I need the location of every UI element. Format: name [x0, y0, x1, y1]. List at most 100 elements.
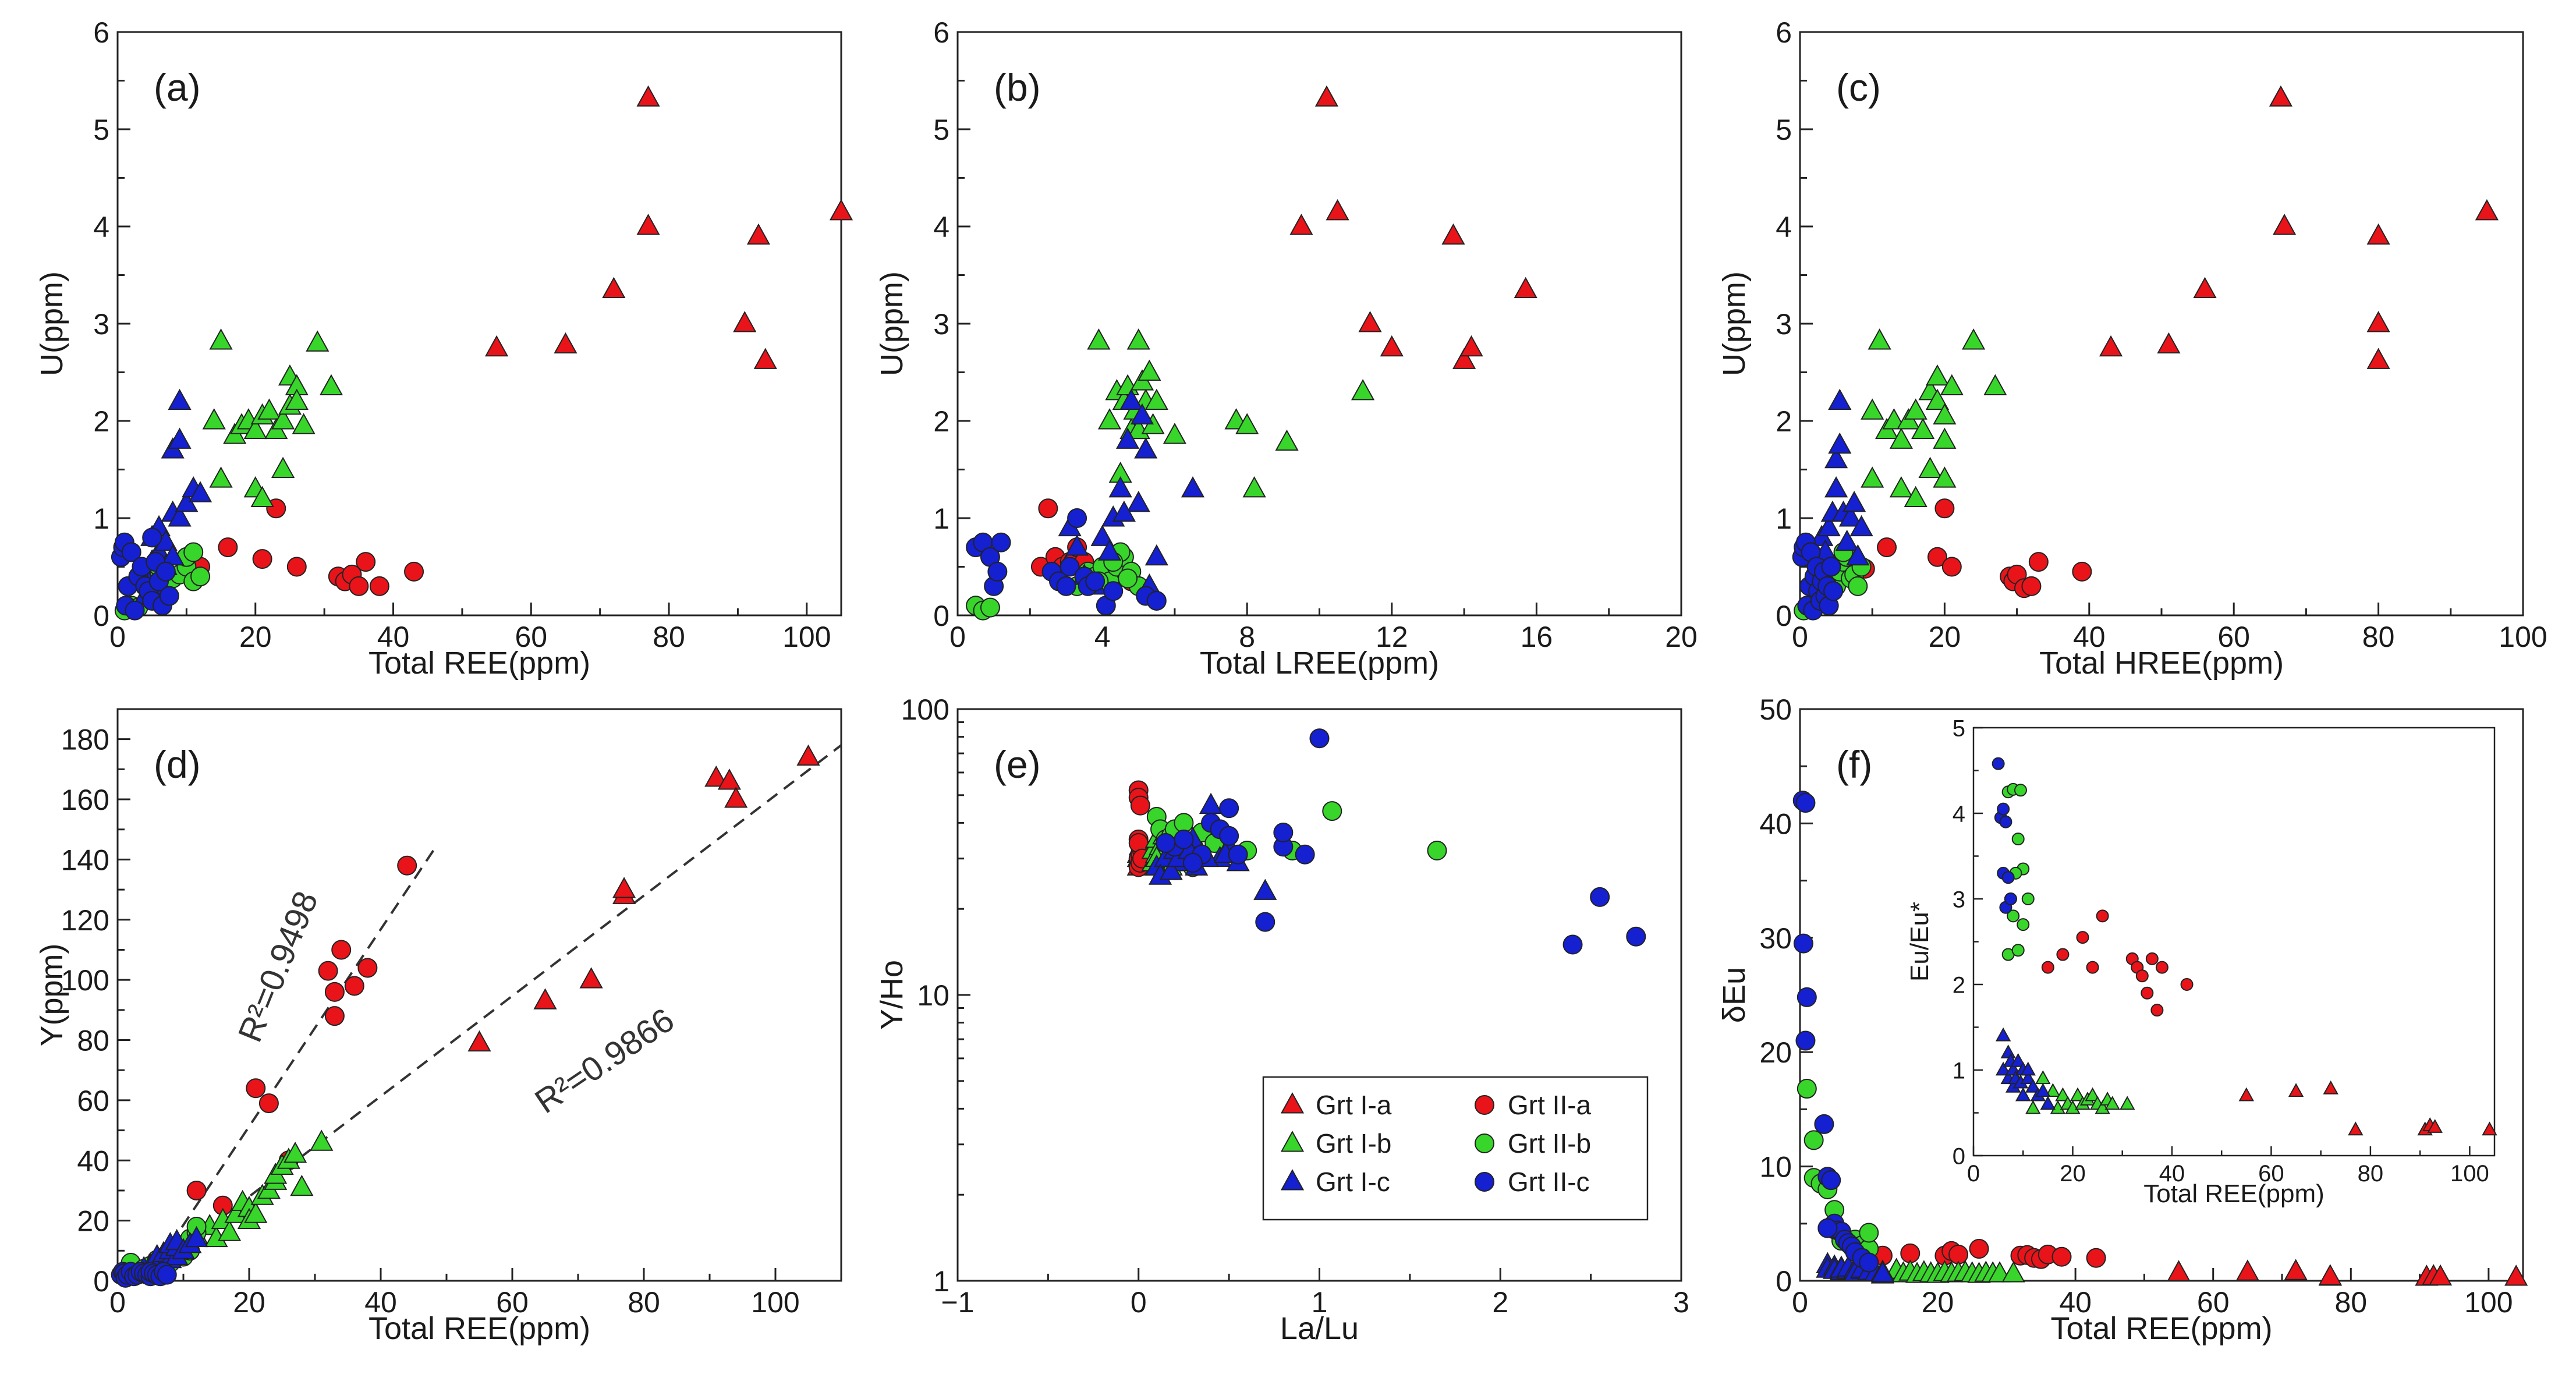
data-point: [2150, 1004, 2164, 1017]
legend-box: [1262, 1076, 1649, 1221]
data-point: [1817, 515, 1841, 537]
series-II-c: [1792, 532, 1844, 621]
panel-label: (e): [994, 743, 1041, 786]
data-point: [121, 542, 141, 562]
data-point: [1828, 388, 1852, 410]
legend-label: Grt II-c: [1508, 1167, 1590, 1197]
y-tick-label: 20: [77, 1205, 109, 1238]
data-point: [2011, 833, 2025, 846]
data-point: [1427, 840, 1447, 860]
data-point: [1112, 500, 1136, 522]
data-point: [1590, 887, 1610, 907]
data-point: [2028, 552, 2049, 572]
x-tick-label: 40: [2159, 1161, 2185, 1186]
data-point: [1116, 427, 1140, 449]
data-point: [202, 408, 226, 430]
data-point: [1835, 529, 1859, 551]
data-point: [290, 1174, 314, 1196]
x-tick-label: 20: [1929, 621, 1961, 653]
x-axis-label: Total REE(ppm): [368, 646, 590, 681]
data-point: [2020, 1070, 2036, 1085]
data-point: [2366, 348, 2390, 369]
data-point: [1626, 926, 1646, 947]
y-tick-label: 0: [933, 600, 949, 632]
data-point: [2017, 918, 2030, 931]
data-point: [310, 1129, 334, 1151]
data-point: [1797, 987, 1817, 1007]
x-tick-label: 60: [496, 1286, 529, 1319]
data-point: [1163, 423, 1186, 444]
series-II-c: [111, 1262, 177, 1288]
data-point: [2167, 1260, 2191, 1281]
data-point: [1056, 576, 1076, 596]
data-point: [1997, 802, 2010, 816]
data-point: [991, 532, 1011, 552]
x-tick-label: 0: [109, 1286, 126, 1319]
data-point: [1821, 557, 1841, 577]
series-I-b: [202, 328, 343, 508]
x-tick-label: 60: [2217, 621, 2250, 653]
x-tick-label: 0: [1131, 1286, 1147, 1319]
data-point: [1925, 388, 1950, 410]
y-tick-label: 1: [1776, 502, 1792, 535]
data-point: [987, 561, 1008, 582]
data-point: [324, 982, 345, 1002]
x-tick-label: 0: [1792, 621, 1808, 653]
data-point: [168, 388, 192, 410]
x-tick-label: 60: [2258, 1161, 2284, 1186]
y-tick-label: 0: [93, 600, 109, 632]
data-point: [467, 1030, 491, 1052]
legend-label: Grt II-a: [1508, 1090, 1592, 1120]
data-point: [1933, 403, 1957, 425]
data-point: [533, 988, 557, 1009]
data-point: [183, 542, 204, 562]
x-tick-label: 1: [1312, 1286, 1328, 1319]
series-I-b: [1087, 328, 1375, 498]
trend-line: [150, 744, 842, 1273]
data-point: [2366, 223, 2390, 245]
data-point: [1126, 491, 1150, 512]
data-point: [1219, 826, 1239, 846]
data-point: [2141, 986, 2154, 1000]
data-point: [1911, 417, 1935, 440]
data-point: [2120, 1096, 2135, 1110]
panel-label: (a): [154, 66, 201, 109]
data-point: [2104, 1096, 2120, 1110]
data-point: [142, 527, 162, 548]
x-tick-label: 4: [1094, 621, 1111, 653]
series-II-c: [1156, 728, 1646, 955]
x-axis-label: Total REE(ppm): [2143, 1179, 2325, 1208]
data-point: [2025, 1100, 2041, 1114]
y-tick-label: 30: [1759, 922, 1792, 955]
x-tick-label: 8: [1239, 621, 1255, 653]
x-axis-label: La/Lu: [1280, 1311, 1359, 1346]
data-point: [1174, 829, 1194, 849]
data-point: [1358, 311, 1382, 332]
data-point: [1927, 547, 1947, 567]
x-axis-label: Total REE(ppm): [2050, 1311, 2272, 1346]
data-point: [188, 481, 212, 502]
data-point: [284, 1142, 307, 1163]
x-tick-label: 60: [515, 621, 547, 653]
data-point: [1174, 813, 1194, 833]
data-point: [2011, 944, 2025, 957]
panel-c: 0 20 40 60 80 100 0 1 2 3 4 5 6 Total HREE(ppm) U(ppm)…: [1717, 16, 2547, 681]
y-tick-label: 3: [93, 308, 109, 341]
data-point: [2475, 199, 2499, 221]
panel-label: (b): [994, 66, 1041, 109]
data-point: [2284, 1259, 2308, 1280]
data-point: [1235, 413, 1259, 434]
y-tick-label: 60: [77, 1085, 109, 1117]
data-point: [2318, 1264, 2342, 1285]
data-point: [1904, 486, 1927, 508]
x-tick-label: 20: [233, 1286, 265, 1319]
x-tick-label: 20: [239, 621, 272, 653]
data-point: [746, 223, 771, 245]
data-point: [484, 335, 509, 357]
series-I-a: [1289, 85, 1537, 369]
data-point: [2096, 909, 2109, 923]
y-tick-label: 5: [1776, 114, 1792, 146]
x-tick-label: 40: [364, 1286, 397, 1319]
data-point: [1309, 728, 1330, 749]
